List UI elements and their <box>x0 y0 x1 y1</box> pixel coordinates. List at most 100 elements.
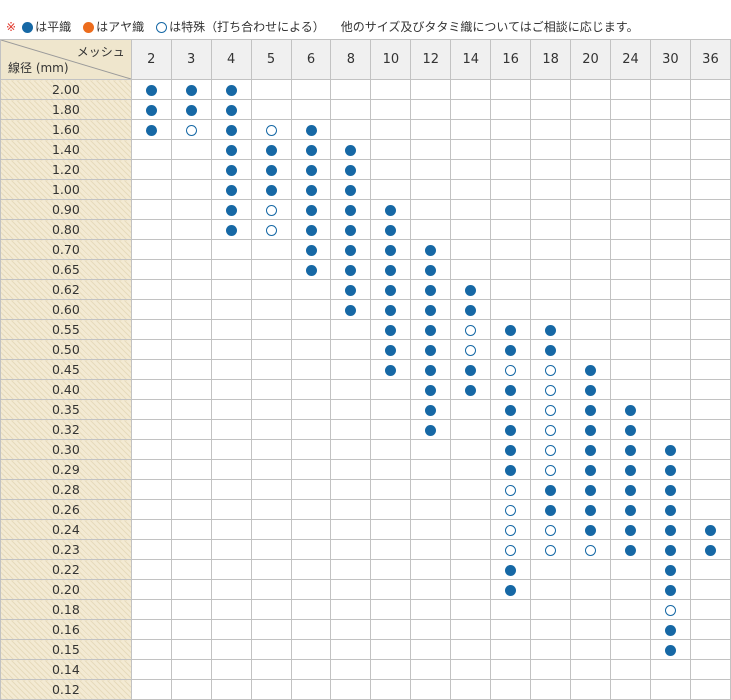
table-cell <box>649 99 691 120</box>
table-cell <box>290 419 332 440</box>
table-cell <box>170 339 212 360</box>
plain-weave-dot-icon <box>505 445 517 456</box>
table-cell <box>610 159 651 180</box>
table-cell <box>689 219 731 240</box>
table-cell <box>450 639 492 660</box>
plain-weave-dot-icon <box>585 445 597 456</box>
plain-weave-dot-icon <box>425 325 437 336</box>
table-cell <box>570 239 612 260</box>
mesh-header-cell: 4 <box>210 39 252 80</box>
table-cell <box>570 579 612 600</box>
plain-weave-dot-icon <box>704 525 716 536</box>
corner-diagonal <box>1 40 131 79</box>
table-cell <box>649 439 691 460</box>
table-cell <box>530 639 572 660</box>
plain-weave-dot-icon <box>305 125 317 136</box>
table-cell <box>570 179 612 200</box>
table-row: 0.20 <box>0 579 731 600</box>
table-cell <box>530 399 572 420</box>
table-cell <box>170 539 212 560</box>
table-cell <box>130 199 172 220</box>
table-cell <box>210 199 252 220</box>
table-cell <box>290 499 332 520</box>
table-cell <box>530 579 572 600</box>
plain-weave-dot-icon <box>425 265 437 276</box>
plain-weave-dot-icon <box>145 105 157 116</box>
table-cell <box>610 239 651 260</box>
table-cell <box>610 119 651 140</box>
table-cell <box>130 539 172 560</box>
plain-weave-dot-icon <box>585 505 597 516</box>
table-row: 0.32 <box>0 419 731 440</box>
legend: ※ は平織 はアヤ織 は特殊（打ち合わせによる） 他のサイズ及びタタミ織について… <box>6 19 639 35</box>
mesh-header-cell: 5 <box>250 39 292 80</box>
table-cell <box>530 159 572 180</box>
plain-weave-dot-icon <box>465 385 477 396</box>
table-cell <box>610 479 651 500</box>
table-cell <box>250 79 292 100</box>
table-cell <box>610 139 651 160</box>
table-cell <box>450 359 492 380</box>
table-cell <box>649 279 691 300</box>
mesh-header-cell: 36 <box>689 39 731 80</box>
table-cell <box>689 319 731 340</box>
table-cell <box>689 159 731 180</box>
plain-weave-dot-icon <box>385 365 397 376</box>
table-cell <box>649 259 691 280</box>
table-cell <box>490 559 532 580</box>
table-cell <box>610 619 651 640</box>
table-cell <box>649 679 691 700</box>
table-cell <box>210 299 252 320</box>
table-cell <box>649 559 691 580</box>
table-cell <box>370 179 412 200</box>
table-cell <box>290 179 332 200</box>
table-cell <box>290 619 332 640</box>
table-cell <box>370 639 412 660</box>
mesh-wire-table: メッシュ 線径 (mm) 2 3 4 5 6 8 10 12 14 16 18 20 24 30 36 2.… <box>0 39 731 700</box>
plain-weave-dot-icon <box>664 525 676 536</box>
table-cell <box>490 239 532 260</box>
table-cell <box>290 459 332 480</box>
table-cell <box>490 679 532 700</box>
twill-weave-dot-icon <box>83 21 95 33</box>
table-cell <box>290 659 332 680</box>
table-cell <box>290 439 332 460</box>
table-cell <box>610 439 651 460</box>
table-cell <box>370 379 412 400</box>
table-cell <box>210 359 252 380</box>
table-cell <box>330 119 372 140</box>
plain-weave-dot-icon <box>265 145 277 156</box>
special-weave-dot-icon <box>545 525 557 536</box>
table-cell <box>490 479 532 500</box>
table-cell <box>290 519 332 540</box>
table-cell <box>130 259 172 280</box>
plain-weave-dot-icon <box>345 285 357 296</box>
table-cell <box>689 179 731 200</box>
table-cell <box>610 99 651 120</box>
special-weave-dot-icon <box>545 425 557 436</box>
table-cell <box>490 119 532 140</box>
table-cell <box>210 279 252 300</box>
table-cell <box>210 79 252 100</box>
wire-diameter-cell: 0.20 <box>0 579 132 600</box>
table-cell <box>649 339 691 360</box>
table-row: 0.35 <box>0 399 731 420</box>
table-cell <box>130 159 172 180</box>
table-cell <box>290 239 332 260</box>
table-cell <box>450 619 492 640</box>
table-cell <box>689 539 731 560</box>
table-cell <box>530 339 572 360</box>
table-cell <box>530 379 572 400</box>
table-cell <box>250 599 292 620</box>
plain-weave-dot-icon <box>345 205 357 216</box>
table-cell <box>370 239 412 260</box>
table-cell <box>649 239 691 260</box>
table-cell <box>490 199 532 220</box>
wire-diameter-cell: 0.32 <box>0 419 132 440</box>
table-row: 1.80 <box>0 99 731 120</box>
table-cell <box>530 359 572 380</box>
plain-weave-dot-icon <box>345 225 357 236</box>
plain-weave-dot-icon <box>225 85 237 96</box>
table-cell <box>330 159 372 180</box>
table-cell <box>170 259 212 280</box>
